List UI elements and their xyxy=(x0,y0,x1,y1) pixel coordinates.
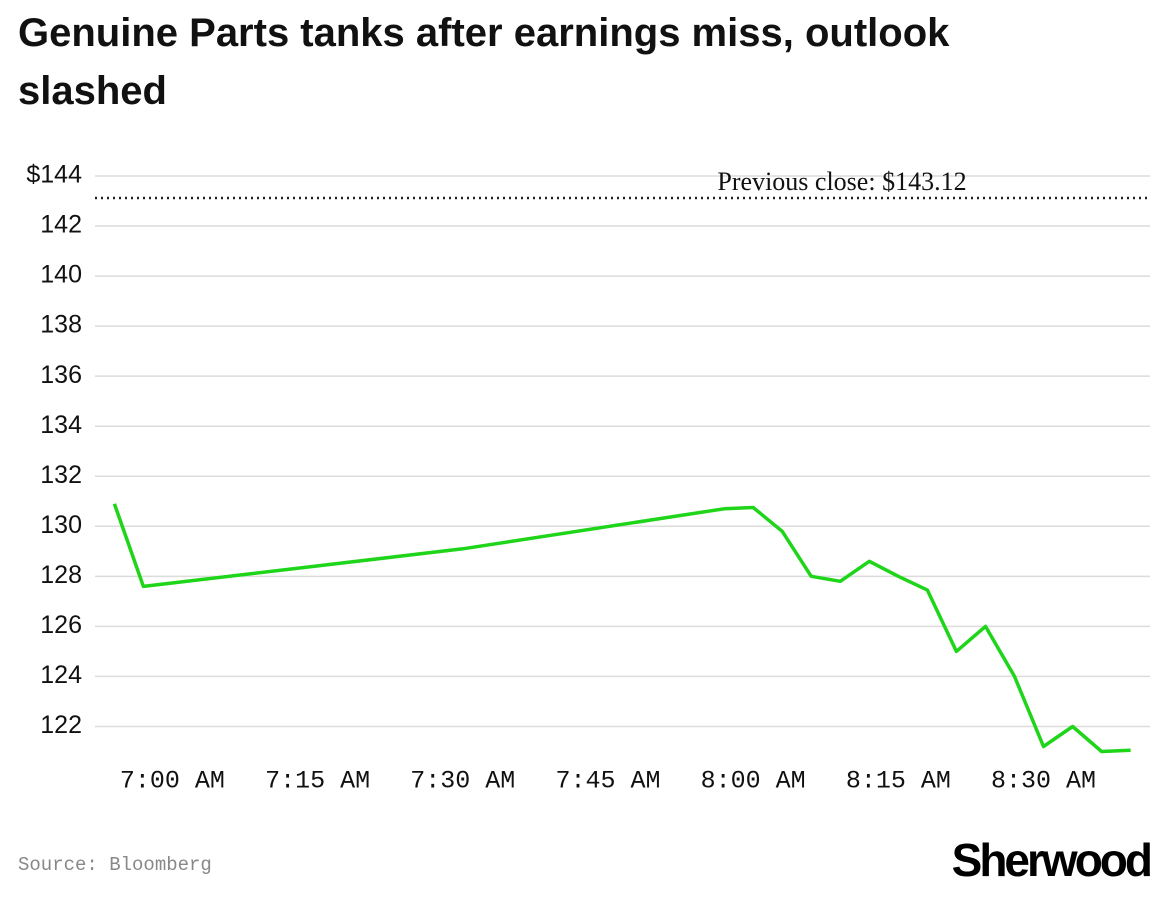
y-tick-label: 124 xyxy=(40,661,82,689)
price-line xyxy=(112,503,1131,754)
x-tick-label: 7:30 AM xyxy=(410,767,515,796)
y-tick-label: $144 xyxy=(26,161,82,189)
x-tick-label: 8:15 AM xyxy=(846,767,951,796)
x-tick-label: 7:15 AM xyxy=(265,767,370,796)
y-tick-label: 134 xyxy=(40,411,82,439)
x-tick-label: 7:00 AM xyxy=(120,767,225,796)
x-tick-label: 7:45 AM xyxy=(555,767,660,796)
y-tick-label: 130 xyxy=(40,511,82,539)
chart-title: Genuine Parts tanks after earnings miss,… xyxy=(18,11,950,113)
y-tick-label: 140 xyxy=(40,261,82,289)
x-tick-label: 8:00 AM xyxy=(701,767,806,796)
y-tick-label: 122 xyxy=(40,711,82,739)
x-tick-label: 8:30 AM xyxy=(991,767,1096,796)
y-tick-label: 128 xyxy=(40,561,82,589)
y-tick-label: 132 xyxy=(40,461,82,489)
reference-label: Previous close: $143.12 xyxy=(717,167,966,196)
y-tick-label: 126 xyxy=(40,611,82,639)
y-tick-label: 138 xyxy=(40,311,82,339)
y-tick-label: 136 xyxy=(40,361,82,389)
y-tick-label: 142 xyxy=(40,211,82,239)
source: Source: Bloomberg xyxy=(18,854,212,876)
brand-logo: Sherwood xyxy=(952,834,1151,886)
